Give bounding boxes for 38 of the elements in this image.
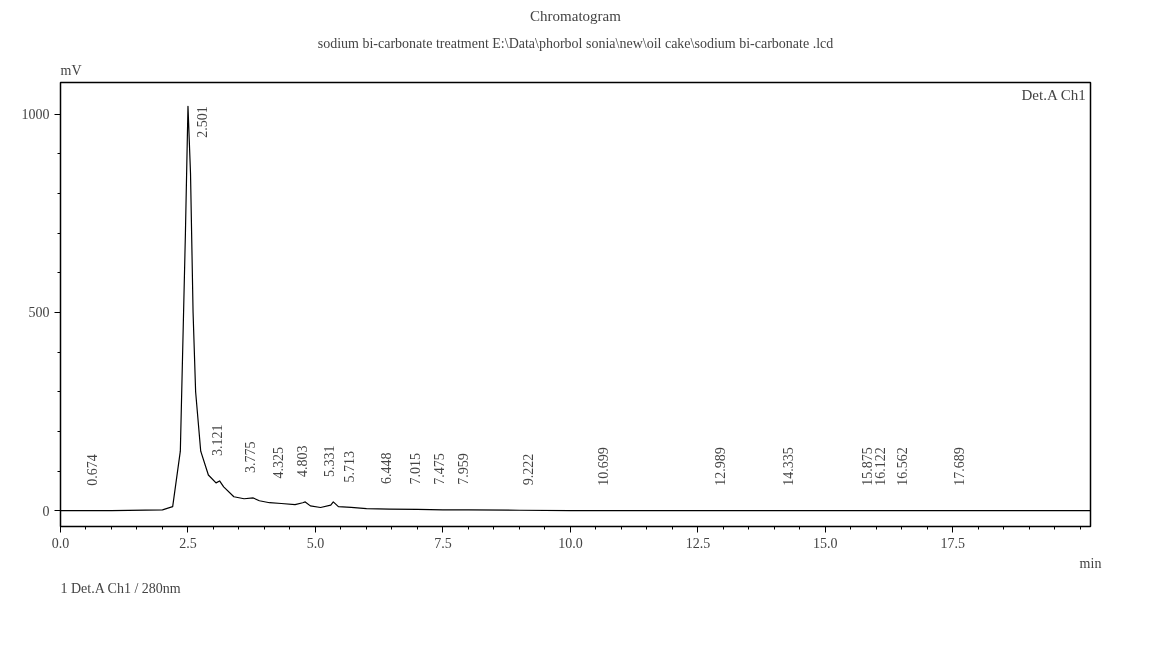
annotation: 15.875 xyxy=(859,447,875,486)
annotation: 7.959 xyxy=(456,453,472,485)
text: 1 Det.A Ch1 / 280nm xyxy=(60,580,181,596)
x-tick-label: 12.5 xyxy=(685,535,711,551)
annotation: 14.335 xyxy=(781,447,797,486)
x-tick-label: 7.5 xyxy=(434,535,452,551)
chart-subtitle: sodium bi-carbonate treatment E:\Data\phorbol sonia\new\oil cake\sodium bi-carbonate .lcd xyxy=(317,35,834,51)
y-tick-label: 0 xyxy=(42,503,50,519)
annotation: 5.713 xyxy=(341,450,357,483)
line-series xyxy=(60,105,1091,512)
x-axis-title: min xyxy=(1079,555,1102,571)
annotation: 16.562 xyxy=(895,447,910,486)
x-tick-label: 17.5 xyxy=(940,535,966,551)
annotation: 7.475 xyxy=(431,453,447,485)
annotation: 4.803 xyxy=(295,445,311,477)
x-tick-label: 10.0 xyxy=(558,535,583,551)
annotation: 0.674 xyxy=(84,454,100,486)
annotation: 9.222 xyxy=(520,453,536,486)
y-tick-label: 1000 xyxy=(21,107,50,123)
annotation: 6.448 xyxy=(379,452,395,485)
annotation: 16.122 xyxy=(872,447,888,486)
y-tick-label: 500 xyxy=(28,305,50,321)
x-tick-label: 15.0 xyxy=(813,535,838,551)
annotation: 4.325 xyxy=(271,447,287,479)
annotation: 17.689 xyxy=(952,447,968,486)
annotation: Det.A Ch1 xyxy=(1021,86,1086,103)
annotation: 7.015 xyxy=(408,452,424,485)
annotation: 3.775 xyxy=(242,441,258,473)
annotation: 10.699 xyxy=(596,447,612,486)
chart-title: Chromatogram xyxy=(530,7,622,24)
annotation: 3.121 xyxy=(209,424,225,456)
x-tick-label: 2.5 xyxy=(179,535,197,551)
x-tick-label: 0.0 xyxy=(51,535,70,551)
x-tick-label: 5.0 xyxy=(306,535,325,551)
y-axis-title: mV xyxy=(60,62,82,78)
annotation: 5.331 xyxy=(322,445,338,477)
annotation: 2.501 xyxy=(195,106,211,138)
annotation: 12.989 xyxy=(712,447,728,486)
